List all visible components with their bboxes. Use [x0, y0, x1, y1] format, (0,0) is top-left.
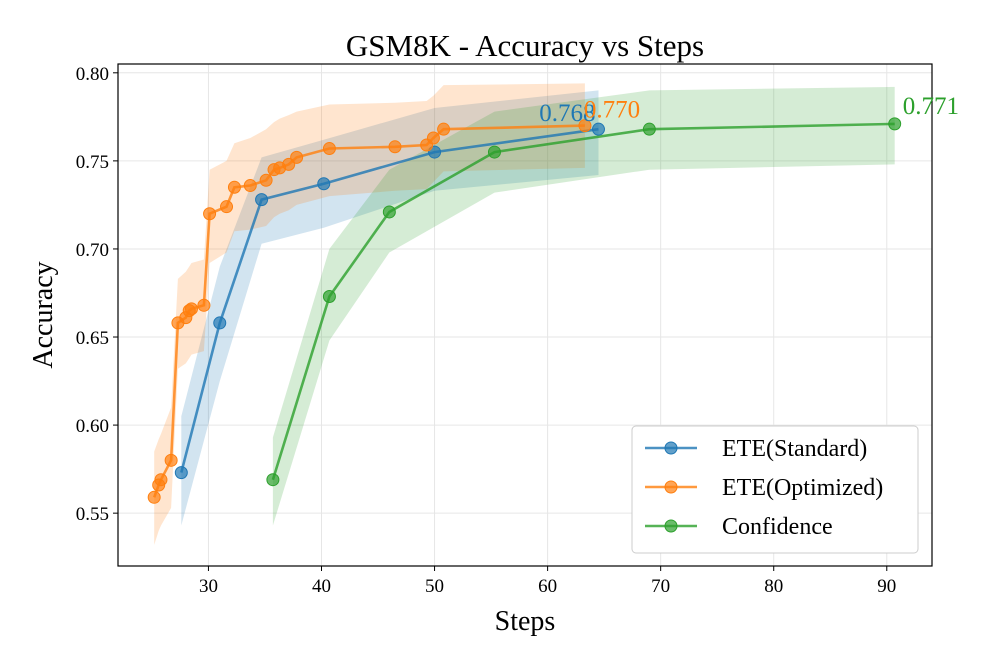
data-point — [290, 150, 304, 164]
data-point — [203, 207, 217, 221]
data-point — [266, 473, 280, 487]
legend: ETE(Standard) ETE(Optimized) Confidence — [631, 425, 919, 554]
data-point — [382, 205, 396, 219]
data-point — [174, 466, 188, 480]
y-tick-label: 0.80 — [76, 64, 109, 85]
data-point — [591, 122, 605, 136]
data-point — [888, 117, 902, 131]
x-tick-label: 50 — [425, 576, 444, 597]
data-point — [213, 316, 227, 330]
y-tick-label: 0.55 — [76, 504, 109, 525]
series-points — [147, 117, 902, 504]
data-point — [259, 173, 273, 187]
data-point — [243, 179, 257, 193]
legend-label: ETE(Standard) — [722, 436, 867, 462]
legend-box — [631, 425, 919, 554]
data-point — [147, 490, 161, 504]
series-line-0 — [180, 127, 599, 473]
band-0 — [181, 90, 599, 526]
x-tick-label: 40 — [312, 576, 331, 597]
data-point — [322, 142, 336, 156]
data-point — [322, 290, 336, 304]
final-value-label: 0.771 — [903, 93, 959, 120]
legend-swatch-marker — [664, 480, 678, 494]
x-tick-label: 70 — [651, 576, 670, 597]
y-tick-label: 0.75 — [76, 152, 109, 173]
data-point — [164, 453, 178, 467]
final-value-label: 0.770 — [584, 97, 640, 124]
data-point — [437, 122, 451, 136]
legend-label: ETE(Optimized) — [722, 475, 883, 501]
plot-frame — [117, 63, 933, 567]
data-point — [388, 140, 402, 154]
band-2 — [272, 86, 895, 526]
x-tick-label: 60 — [538, 576, 557, 597]
data-point — [255, 193, 269, 207]
y-axis-label: Accuracy — [28, 261, 59, 368]
y-tick-label: 0.60 — [76, 416, 109, 437]
legend-swatch-marker — [664, 519, 678, 533]
series-line-2 — [271, 122, 895, 481]
legend-label: Confidence — [722, 514, 833, 540]
data-point — [317, 177, 331, 191]
y-tick-label: 0.70 — [76, 240, 109, 261]
grid — [118, 64, 932, 566]
legend-items: ETE(Standard) ETE(Optimized) Confidence — [645, 436, 883, 540]
data-point — [642, 122, 656, 136]
legend-swatch-marker — [664, 441, 678, 455]
data-point — [227, 180, 241, 194]
x-tick-label: 80 — [764, 576, 783, 597]
chart-title: GSM8K - Accuracy vs Steps — [346, 28, 704, 63]
data-point — [220, 200, 234, 214]
x-tick-label: 90 — [877, 576, 896, 597]
data-point — [578, 119, 592, 133]
final-value-label: 0.768 — [539, 100, 595, 127]
data-point — [426, 131, 440, 145]
y-tick-label: 0.65 — [76, 328, 109, 349]
x-axis-label: Steps — [495, 606, 556, 637]
data-point — [154, 473, 168, 487]
data-point — [197, 298, 211, 312]
x-tick-label: 30 — [199, 576, 218, 597]
axis-ticks: 30 40 50 60 70 80 90 0.55 0.60 0.65 0.70 0.75 0.80 — [76, 64, 897, 597]
data-point — [487, 145, 501, 159]
data-point — [184, 302, 198, 316]
